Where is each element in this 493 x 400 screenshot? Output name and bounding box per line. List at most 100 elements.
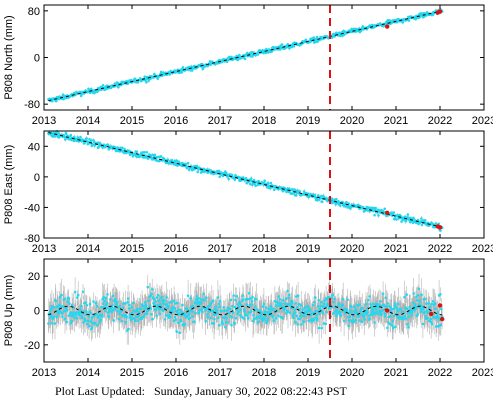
east-observation-point xyxy=(317,198,321,202)
up-observation-point xyxy=(380,313,383,317)
up-observation-point xyxy=(292,316,296,320)
north-x-tick-label: 2016 xyxy=(164,115,188,127)
up-observation-point xyxy=(232,294,235,297)
up-observation-point xyxy=(288,293,291,297)
up-observation-point xyxy=(255,297,258,301)
up-observation-point xyxy=(399,307,402,311)
north-observation-point xyxy=(288,47,291,50)
up-observation-point xyxy=(145,312,149,316)
up-observation-point xyxy=(115,301,119,304)
north-model-line xyxy=(48,10,443,102)
up-observation-point xyxy=(247,292,251,295)
up-observation-point xyxy=(193,300,197,304)
up-observation-point xyxy=(171,310,175,314)
north-plot-frame xyxy=(43,4,485,111)
up-observation-point xyxy=(52,305,56,309)
north-observation-point xyxy=(62,97,65,101)
up-observation-point xyxy=(429,317,433,321)
up-observation-point xyxy=(429,320,433,324)
up-observation-point xyxy=(213,313,217,317)
north-observation-point xyxy=(238,53,241,57)
up-observation-point xyxy=(362,315,366,319)
up-x-tick-label: 2021 xyxy=(384,367,408,379)
up-observation-point xyxy=(125,316,129,319)
up-observation-point xyxy=(332,312,336,315)
up-observation-point xyxy=(133,319,137,323)
up-recent-point xyxy=(385,308,390,313)
up-observation-point xyxy=(195,298,198,301)
up-observation-point xyxy=(420,293,423,297)
up-observation-point xyxy=(163,299,166,302)
up-observation-point xyxy=(307,319,310,323)
north-observation-point xyxy=(159,70,163,74)
east-observation-point xyxy=(73,135,76,139)
up-panel: 2013 2014 2015 2016 2017 2018 2019 2020 2021 2022… xyxy=(3,258,493,379)
up-observation-point xyxy=(323,302,326,306)
up-observation-point xyxy=(97,315,101,319)
up-observation-point xyxy=(70,303,74,307)
up-observation-point xyxy=(127,307,131,310)
east-observation-point xyxy=(64,138,67,141)
up-observation-point xyxy=(397,302,400,306)
east-y-tick-label: 0 xyxy=(34,172,40,184)
east-model-line xyxy=(48,132,443,228)
up-observation-point xyxy=(339,313,343,317)
up-observation-point xyxy=(381,292,385,296)
up-observation-point xyxy=(211,299,215,302)
up-observation-point xyxy=(204,319,207,323)
up-observation-point xyxy=(100,305,103,309)
up-observation-point xyxy=(238,301,242,305)
up-observation-point xyxy=(393,302,397,305)
up-observation-point xyxy=(175,330,178,333)
up-observation-point xyxy=(108,298,112,301)
up-observation-point xyxy=(425,302,428,306)
east-observation-point xyxy=(347,202,351,205)
up-observation-point xyxy=(374,308,378,311)
east-y-axis-label: P808 East (mm) xyxy=(3,145,15,224)
up-observation-point xyxy=(149,307,153,310)
east-observation-point xyxy=(254,184,257,187)
up-observation-point xyxy=(256,316,260,319)
up-observation-point xyxy=(95,312,98,316)
up-observation-point xyxy=(206,313,209,316)
up-observation-point xyxy=(407,315,411,318)
up-observation-point xyxy=(142,305,145,308)
up-observation-point xyxy=(267,307,271,311)
up-observation-point xyxy=(384,296,388,300)
east-observation-point xyxy=(195,165,199,168)
up-x-tick-label: 2019 xyxy=(296,367,320,379)
up-observation-point xyxy=(205,296,208,300)
east-observation-point xyxy=(218,175,221,179)
up-observation-point xyxy=(273,299,277,303)
up-observation-point xyxy=(393,304,396,307)
up-observation-point xyxy=(87,324,91,328)
up-observation-point xyxy=(347,324,350,328)
east-observation-point xyxy=(298,190,302,193)
up-observation-point xyxy=(348,315,352,319)
east-observation-point xyxy=(407,216,410,219)
up-observation-point xyxy=(225,317,228,320)
north-observation-point xyxy=(342,33,346,37)
up-observation-point xyxy=(433,302,437,305)
up-y-tick-label: -20 xyxy=(24,340,40,352)
up-observation-point xyxy=(71,315,74,318)
up-observation-point xyxy=(174,318,178,322)
up-observation-point xyxy=(179,308,182,312)
up-observation-point xyxy=(388,322,392,326)
up-observation-point xyxy=(128,303,131,307)
up-observation-point xyxy=(175,301,179,305)
up-observation-point xyxy=(364,302,368,306)
east-observation-point xyxy=(135,150,139,153)
up-observation-point xyxy=(412,292,416,295)
up-observation-point xyxy=(275,304,278,307)
up-observation-point xyxy=(217,323,221,327)
up-observation-point xyxy=(426,316,430,320)
up-observation-point xyxy=(354,308,358,311)
up-observation-point xyxy=(264,314,268,318)
up-observation-point xyxy=(359,310,363,313)
up-observation-point xyxy=(278,297,282,301)
up-observation-point xyxy=(49,314,53,317)
up-observation-point xyxy=(236,312,239,316)
east-observation-point xyxy=(143,151,146,154)
up-observation-point xyxy=(414,307,417,311)
